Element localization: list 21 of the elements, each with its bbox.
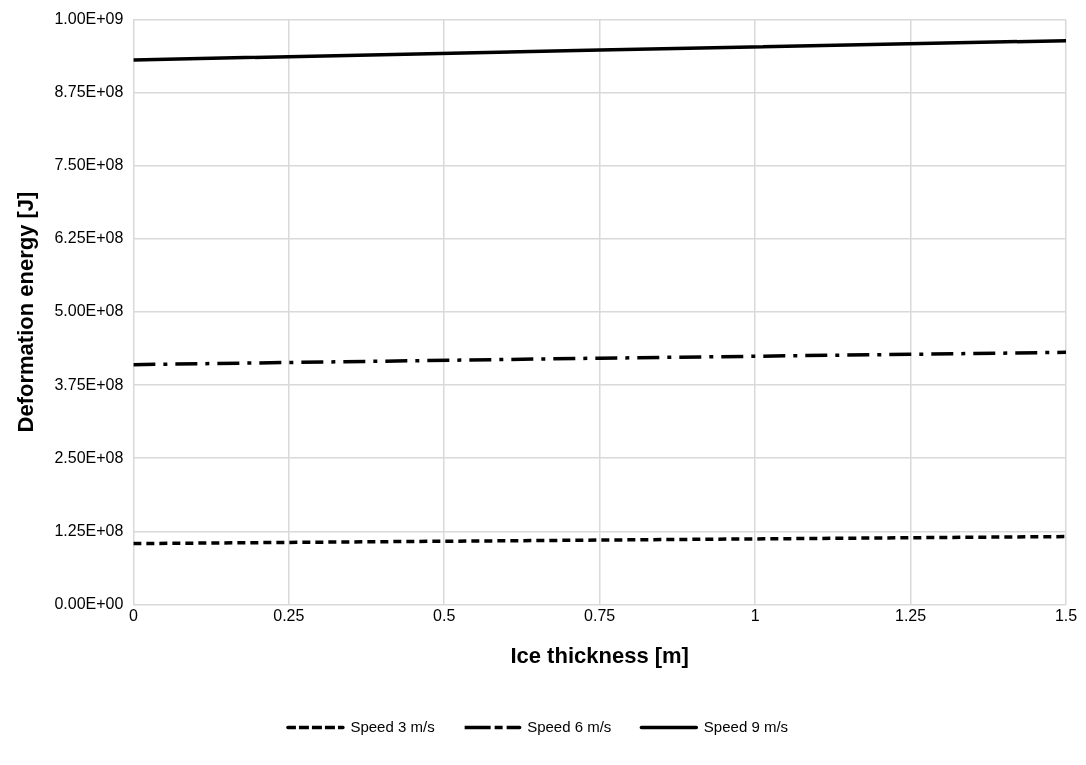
y-tick-label: 1.25E+08 — [54, 521, 124, 539]
y-axis-title: Deformation energy [J] — [13, 191, 39, 433]
y-tick-label: 7.50E+08 — [54, 156, 124, 174]
legend-label: Speed 6 m/s — [527, 717, 612, 735]
x-axis-title: Ice thickness [m] — [510, 642, 689, 668]
x-tick-label: 0.25 — [273, 607, 305, 625]
y-tick-label: 8.75E+08 — [54, 83, 124, 101]
x-tick-label: 0.75 — [584, 607, 616, 625]
x-tick-label: 0.5 — [433, 607, 456, 625]
y-tick-label: 1.00E+09 — [54, 10, 124, 28]
legend-label: Speed 3 m/s — [350, 717, 435, 735]
x-tick-label: 1 — [750, 607, 760, 625]
x-tick-label: 1.5 — [1054, 607, 1078, 625]
y-tick-label: 0.00E+00 — [54, 594, 124, 612]
y-tick-label: 5.00E+08 — [54, 302, 124, 320]
x-tick-label: 1.25 — [894, 607, 927, 625]
y-tick-label: 6.25E+08 — [54, 229, 124, 247]
y-tick-label: 3.75E+08 — [54, 375, 124, 393]
x-tick-label: 0 — [128, 607, 138, 625]
legend-label: Speed 9 m/s — [703, 717, 789, 735]
y-tick-label: 2.50E+08 — [54, 448, 124, 466]
